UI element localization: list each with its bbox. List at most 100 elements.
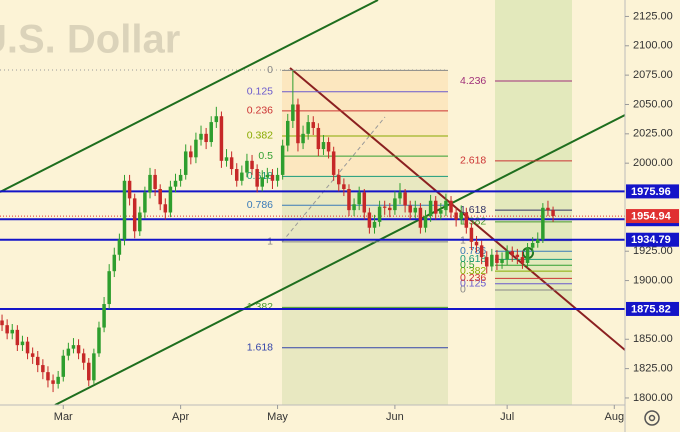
settings-icon[interactable]: [644, 410, 660, 426]
candle-body: [433, 200, 438, 214]
fib-label: 0.236: [460, 272, 486, 284]
candle-body: [189, 151, 193, 158]
candle-body: [153, 174, 157, 189]
candle-body: [76, 345, 81, 354]
candle-body: [541, 207, 545, 240]
watermark: U.S. Dollar: [0, 18, 180, 62]
candle-body: [408, 205, 412, 213]
candle-body: [10, 329, 14, 334]
x-tick-label: May: [267, 411, 288, 423]
candle-body: [51, 380, 55, 384]
price-box-label: 1934.79: [631, 234, 671, 246]
y-tick-label: 2100.00: [633, 40, 673, 52]
fib-label: 0: [267, 64, 273, 76]
candle-body: [551, 210, 555, 216]
price-box: [626, 301, 679, 316]
candle-body: [178, 174, 183, 181]
candle-body: [112, 254, 117, 272]
candle-body: [321, 142, 326, 150]
trend-line: [0, 0, 379, 193]
candle-body: [357, 192, 361, 205]
candle-body: [209, 122, 213, 143]
candle-body: [204, 133, 208, 143]
candle-body: [469, 227, 474, 242]
price-box: [626, 232, 679, 247]
candle-body: [163, 204, 168, 213]
candle-body: [122, 180, 127, 240]
candle-body: [41, 365, 45, 373]
candle-body: [362, 192, 367, 213]
candle-body: [234, 169, 239, 181]
candle-body: [510, 251, 514, 255]
candle-body: [286, 120, 290, 146]
fib-label: 0.618: [247, 170, 273, 182]
candle-body: [143, 192, 147, 213]
candle-body: [296, 104, 300, 144]
candle-body: [393, 198, 397, 211]
candle-body: [291, 104, 295, 121]
candle-body: [15, 329, 20, 346]
candle-body: [474, 241, 479, 246]
candle-body: [347, 189, 351, 211]
candle-body: [398, 192, 402, 199]
candle-body: [311, 122, 316, 128]
candle-body: [61, 355, 66, 377]
fib-label: 4.236: [460, 75, 486, 87]
candle-body: [505, 251, 509, 260]
fib-label: 0.236: [247, 105, 273, 117]
fib-zone: [495, 0, 572, 405]
candle-body: [255, 169, 259, 187]
candle-body: [56, 376, 60, 384]
candle-body: [168, 186, 173, 213]
fib-label: 1.382: [247, 301, 273, 313]
candle-body: [240, 172, 244, 181]
y-tick-label: 2000.00: [633, 157, 673, 169]
y-tick-label: 2075.00: [633, 69, 673, 81]
fib-label: 0.5: [460, 259, 475, 271]
candle-body: [454, 212, 458, 220]
candle-body: [495, 254, 499, 263]
candle-body: [107, 271, 111, 305]
fib-label: 0.125: [247, 86, 273, 98]
fib-label: 1.382: [460, 216, 486, 228]
y-tick-label: 1925.00: [633, 245, 673, 257]
candle-body: [224, 157, 229, 161]
candle-body: [132, 198, 137, 232]
candle-body: [530, 243, 535, 248]
candle-body: [490, 254, 494, 267]
fib-label: 0.382: [247, 130, 273, 142]
price-box-label: 1975.96: [631, 186, 671, 198]
candle-body: [270, 174, 275, 181]
trend-line: [54, 114, 625, 405]
fib-label: 2.618: [460, 155, 486, 167]
candle-body: [342, 184, 346, 189]
candle-body: [5, 325, 9, 334]
candle-body: [219, 116, 224, 161]
candle-body: [306, 122, 310, 134]
candle-body: [229, 157, 234, 170]
candle-body: [280, 145, 285, 175]
fib-label: 0.618: [460, 253, 486, 265]
candle-body: [439, 210, 443, 214]
candle-body: [464, 212, 469, 228]
candle-body: [71, 345, 76, 349]
candle-body: [326, 142, 331, 152]
fib-label: 1.618: [247, 341, 273, 353]
price-box-label: 1875.82: [631, 303, 671, 315]
y-tick-label: 1800.00: [633, 392, 673, 404]
x-tick-label: Apr: [172, 411, 189, 423]
candle-body: [484, 257, 489, 267]
fib-label: 1: [267, 236, 273, 248]
trend-line: [289, 67, 625, 351]
fib-label: 0.5: [258, 150, 273, 162]
x-tick-label: Jun: [386, 411, 404, 423]
candle-body: [367, 212, 372, 228]
candle-body: [250, 160, 254, 170]
candle-body: [117, 239, 122, 255]
candle-body: [148, 174, 152, 193]
candle-body: [418, 207, 423, 228]
candle-body: [214, 116, 219, 123]
candle-body: [194, 139, 198, 158]
candle-body: [515, 254, 520, 258]
